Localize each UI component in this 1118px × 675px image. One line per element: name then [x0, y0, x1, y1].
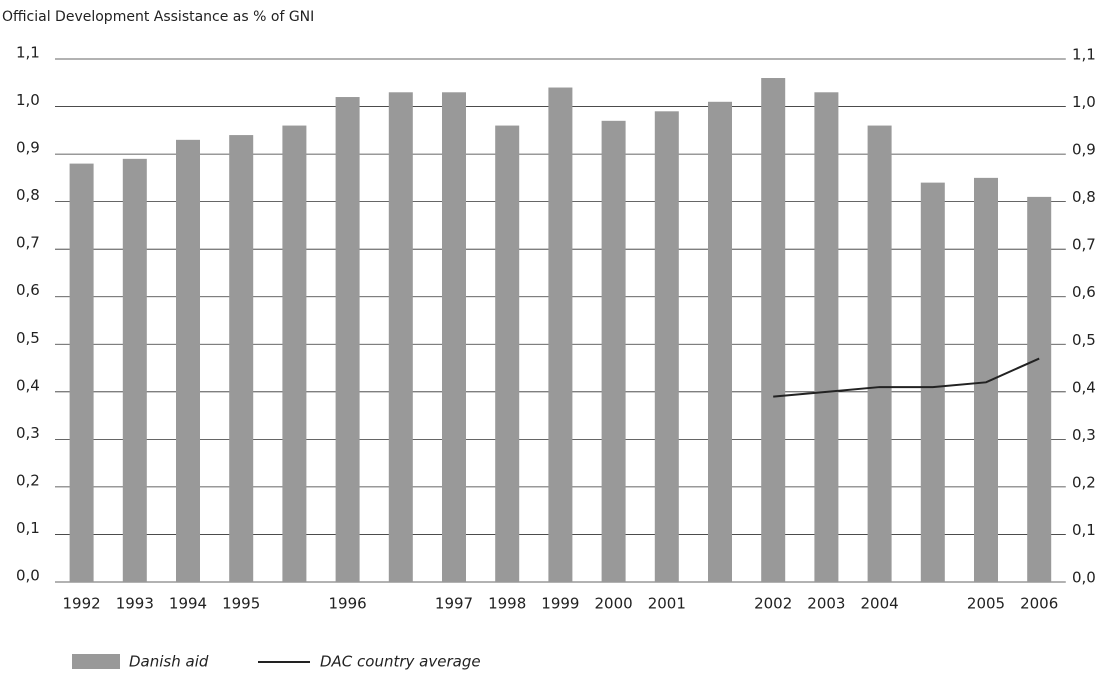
y-tick-label: 0,5 — [16, 329, 40, 347]
bar — [654, 111, 679, 583]
bar — [229, 135, 254, 582]
y-tick-label: 0,9 — [16, 139, 40, 157]
bar — [601, 120, 626, 583]
x-tick-label: 1996 — [329, 595, 367, 613]
y2-tick-label: 0,1 — [1072, 521, 1096, 539]
y-tick-label: 0,0 — [16, 567, 40, 585]
bar — [335, 97, 360, 582]
y2-tick-label: 0,7 — [1072, 236, 1096, 254]
y-tick-label: 0,8 — [16, 186, 40, 204]
y-tick-label: 1,0 — [16, 91, 40, 109]
x-tick-label: 1999 — [541, 595, 579, 613]
x-tick-label: 2002 — [754, 595, 792, 613]
x-tick-label: 2000 — [595, 595, 633, 613]
bar — [974, 177, 998, 582]
line — [773, 357, 1040, 398]
bar — [442, 92, 466, 583]
chart-title: Official Development Assistance as % of … — [2, 9, 314, 25]
bar — [761, 78, 786, 582]
x-tick-label: 1994 — [169, 595, 207, 613]
y-tick-label: 1,1 — [16, 44, 40, 62]
x-tick-label: 2005 — [967, 595, 1005, 613]
y2-tick-label: 0,8 — [1072, 188, 1096, 206]
x-tick-label: 1998 — [488, 595, 526, 613]
y2-tick-label: 0,4 — [1072, 378, 1096, 396]
y-tick-label: 0,3 — [16, 424, 40, 442]
bar — [548, 87, 573, 582]
y2-tick-label: 1,1 — [1072, 46, 1096, 64]
x-tick-label: 1992 — [63, 595, 101, 613]
bar — [282, 125, 307, 583]
bar — [69, 163, 94, 582]
bar — [708, 101, 732, 583]
bar — [122, 158, 147, 582]
y-tick-label: 0,1 — [16, 519, 40, 537]
y-tick-label: 0,6 — [16, 281, 40, 299]
bar — [867, 125, 892, 583]
bar — [176, 139, 200, 582]
y2-tick-label: 0,5 — [1072, 331, 1096, 349]
y2-tick-label: 0,9 — [1072, 141, 1096, 159]
x-tick-label: 1997 — [435, 595, 473, 613]
y2-tick-label: 0,3 — [1072, 426, 1096, 444]
x-tick-label: 2003 — [807, 595, 845, 613]
y2-tick-label: 1,0 — [1072, 93, 1096, 111]
legend-swatch — [72, 654, 120, 669]
bar — [920, 182, 945, 583]
x-tick-label: 2006 — [1020, 595, 1058, 613]
bar — [814, 92, 839, 583]
x-tick-label: 2001 — [648, 595, 686, 613]
bar — [1027, 196, 1052, 582]
legend-label: DAC country average — [320, 653, 481, 671]
x-tick-label: 1993 — [116, 595, 154, 613]
bar — [495, 125, 520, 583]
y-tick-label: 0,2 — [16, 471, 40, 489]
y2-tick-label: 0,6 — [1072, 283, 1096, 301]
bar — [388, 92, 413, 583]
y2-tick-label: 0,0 — [1072, 569, 1096, 587]
y-tick-label: 0,7 — [16, 234, 40, 252]
x-tick-label: 2004 — [861, 595, 899, 613]
legend-label: Danish aid — [129, 653, 209, 671]
x-tick-label: 1995 — [222, 595, 260, 613]
y2-tick-label: 0,2 — [1072, 473, 1096, 491]
y-tick-label: 0,4 — [16, 376, 40, 394]
